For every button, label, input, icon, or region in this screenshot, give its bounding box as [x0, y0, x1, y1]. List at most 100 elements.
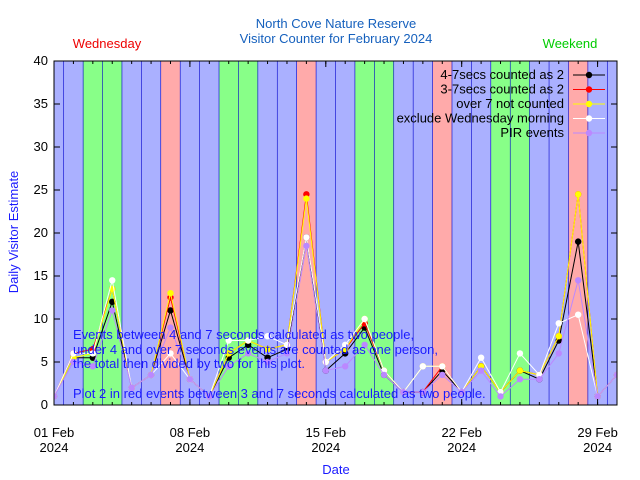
band-weekend [490, 61, 511, 405]
legend: 4-7secs counted as 23-7secs counted as 2… [397, 67, 605, 140]
series-point [70, 350, 77, 357]
series-point [594, 393, 601, 400]
band-weekend [102, 61, 122, 405]
y-tick-label: 5 [41, 354, 48, 369]
x-tick-label: 29 Feb [577, 425, 617, 440]
band-weekday [335, 61, 355, 405]
series-point [244, 337, 252, 344]
x-tick-label: 15 Feb [306, 425, 346, 440]
band-wednesday [432, 61, 452, 405]
series-point [516, 350, 524, 357]
y-axis-label: Daily Visitor Estimate [6, 171, 21, 294]
y-tick-label: 25 [34, 182, 48, 197]
legend-label: 4-7secs counted as 2 [440, 67, 564, 82]
series-point [477, 367, 485, 374]
x-tick-label-year: 2024 [583, 440, 612, 455]
series-point [31, 333, 37, 339]
chart-subtitle: Visitor Counter for February 2024 [240, 31, 433, 46]
day-bands [54, 61, 617, 405]
series-point [477, 354, 485, 361]
y-tick-label: 30 [34, 139, 48, 154]
band-weekday [451, 61, 472, 405]
series-point [109, 298, 116, 305]
x-tick-label-year: 2024 [40, 440, 69, 455]
legend-label: exclude Wednesday morning [397, 111, 564, 126]
series-point [419, 363, 427, 370]
series-point [419, 388, 427, 396]
series-point [555, 320, 562, 327]
x-tick-label: 22 Feb [441, 425, 481, 440]
legend-swatch-point [585, 100, 593, 108]
legend-swatch-point [585, 115, 593, 122]
series-point [458, 388, 465, 396]
y-tick-label: 40 [34, 53, 48, 68]
series-point [574, 191, 582, 198]
annotation-line: Plot 2 in red events between 3 and 7 sec… [73, 386, 486, 401]
band-weekday [587, 61, 608, 405]
band-weekend [219, 61, 239, 405]
series-point [380, 371, 388, 379]
series-layer [31, 191, 617, 400]
series-point [244, 350, 252, 357]
y-tick-label: 10 [34, 311, 48, 326]
series-point [342, 363, 349, 370]
series-point [31, 342, 37, 348]
annotation-line: the total then divided by two for this p… [73, 356, 305, 371]
band-weekday [180, 61, 200, 405]
series-point [225, 363, 232, 370]
series-point [206, 393, 213, 400]
series-point [264, 345, 271, 353]
series-point [167, 350, 174, 357]
band-weekday [141, 61, 161, 405]
y-tick-label: 0 [41, 397, 48, 412]
legend-swatch-point [585, 129, 593, 137]
series-point [283, 350, 291, 357]
series-point [555, 333, 562, 340]
band-weekday [413, 61, 433, 405]
series-point [167, 307, 174, 314]
series-point [128, 384, 135, 391]
y-tick-label: 35 [34, 96, 48, 111]
series-point [186, 376, 194, 383]
x-tick-label-year: 2024 [311, 440, 340, 455]
band-weekday [199, 61, 220, 405]
band-weekday [257, 61, 278, 405]
band-wednesday [296, 61, 317, 405]
series-point [167, 290, 174, 297]
series-point [400, 388, 407, 396]
series-point [574, 311, 582, 318]
band-weekend [238, 61, 258, 405]
series-point [439, 363, 446, 370]
band-weekend [510, 61, 530, 405]
series-point [536, 376, 543, 383]
series-point [574, 238, 582, 245]
series-point [322, 367, 329, 374]
series-point [70, 358, 77, 366]
legend-swatch-point [585, 86, 593, 93]
y-tick-label: 15 [34, 268, 48, 283]
x-tick-label: 08 Feb [170, 425, 210, 440]
series-point [322, 358, 329, 366]
series-point [31, 337, 37, 343]
wednesday-label: Wednesday [73, 36, 142, 51]
series-point [497, 393, 504, 400]
series-point [225, 337, 232, 344]
band-weekday [63, 61, 84, 405]
weekend-label: Weekend [543, 36, 598, 51]
legend-label: over 7 not counted [456, 96, 564, 111]
band-weekday [393, 61, 414, 405]
series-point [303, 195, 310, 202]
series-point [167, 324, 174, 331]
band-weekend [354, 61, 375, 405]
band-weekday [549, 61, 569, 405]
x-tick-label-year: 2024 [175, 440, 204, 455]
series-point [303, 234, 310, 241]
series-point [147, 371, 155, 379]
series-point [31, 337, 37, 343]
series-point [613, 371, 617, 379]
series-point [264, 333, 271, 340]
series-point [31, 333, 37, 339]
band-weekday [529, 61, 550, 405]
